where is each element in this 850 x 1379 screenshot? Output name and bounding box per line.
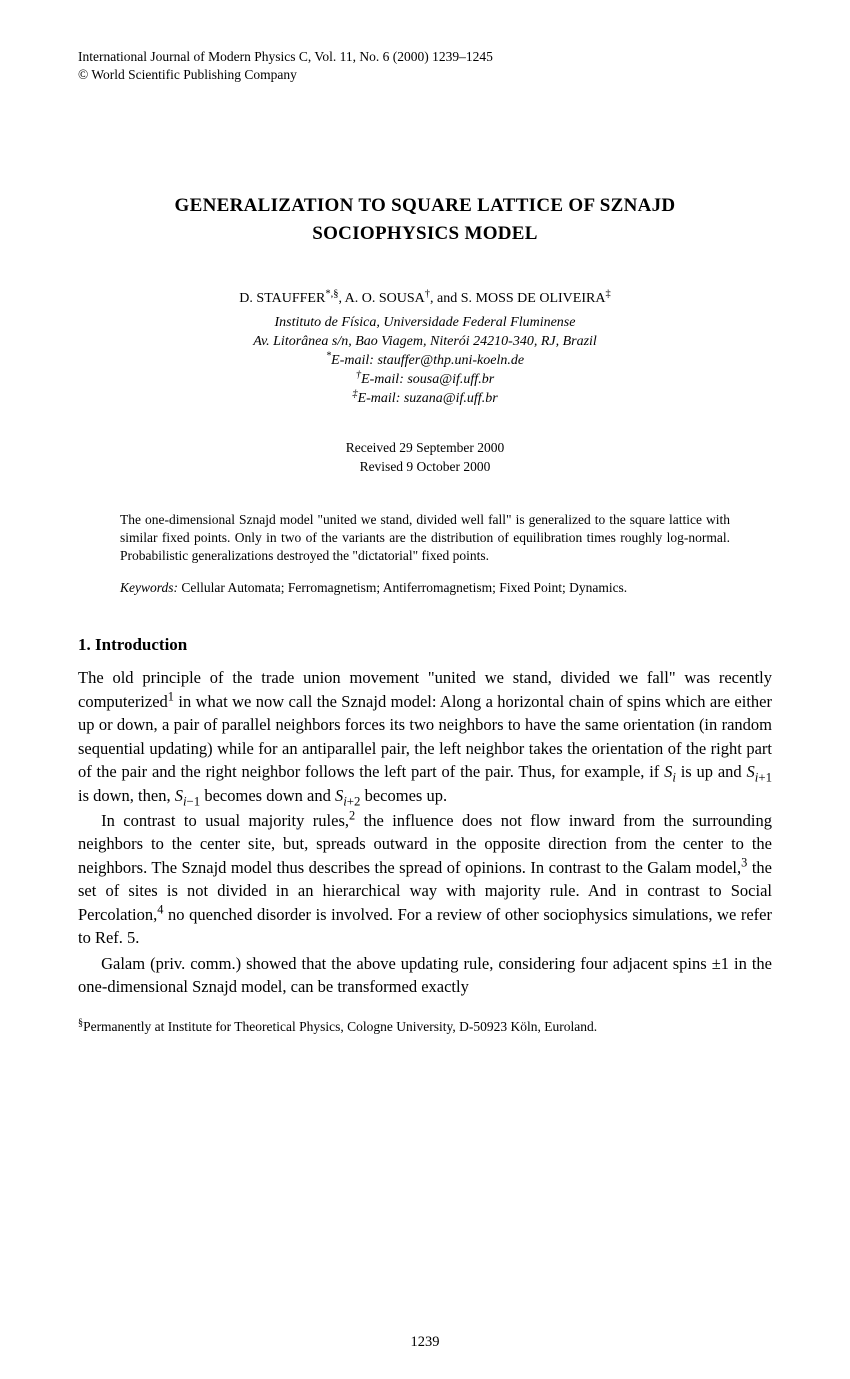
email-1: *E-mail: stauffer@thp.uni-koeln.de <box>78 352 772 371</box>
affil-line-1: Instituto de Física, Universidade Federa… <box>78 314 772 333</box>
dates-block: Received 29 September 2000 Revised 9 Oct… <box>78 439 772 477</box>
paragraph-3: Galam (priv. comm.) showed that the abov… <box>78 952 772 999</box>
keywords: Keywords: Cellular Automata; Ferromagnet… <box>78 579 772 597</box>
affiliation: Instituto de Física, Universidade Federa… <box>78 314 772 408</box>
authors: D. STAUFFER*,§, A. O. SOUSA†, and S. MOS… <box>78 290 772 309</box>
received-date: Received 29 September 2000 <box>78 439 772 458</box>
paper-title-line-1: GENERALIZATION TO SQUARE LATTICE OF SZNA… <box>78 192 772 220</box>
footnote: §Permanently at Institute for Theoretica… <box>78 1018 772 1036</box>
email-3: ‡E-mail: suzana@if.uff.br <box>78 390 772 409</box>
keywords-label: Keywords: <box>120 580 178 595</box>
journal-header: International Journal of Modern Physics … <box>78 48 772 84</box>
section-number: 1. <box>78 635 91 654</box>
journal-line-1: International Journal of Modern Physics … <box>78 48 772 66</box>
paper-title-line-2: SOCIOPHYSICS MODEL <box>78 220 772 248</box>
section-heading: 1. Introduction <box>78 634 772 657</box>
abstract: The one-dimensional Sznajd model "united… <box>78 511 772 566</box>
title-block: GENERALIZATION TO SQUARE LATTICE OF SZNA… <box>78 192 772 476</box>
section-title: Introduction <box>91 635 188 654</box>
email-2: †E-mail: sousa@if.uff.br <box>78 371 772 390</box>
paragraph-1: The old principle of the trade union mov… <box>78 666 772 807</box>
affil-line-2: Av. Litorânea s/n, Bao Viagem, Niterói 2… <box>78 333 772 352</box>
paragraph-2: In contrast to usual majority rules,2 th… <box>78 809 772 950</box>
keywords-text: Cellular Automata; Ferromagnetism; Antif… <box>178 580 627 595</box>
journal-line-2: © World Scientific Publishing Company <box>78 66 772 84</box>
revised-date: Revised 9 October 2000 <box>78 458 772 477</box>
page-number: 1239 <box>0 1333 850 1353</box>
